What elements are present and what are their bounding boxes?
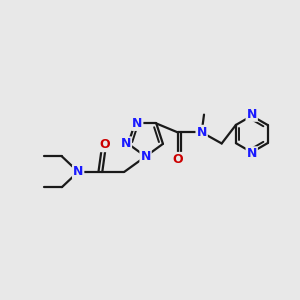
Text: O: O (173, 153, 183, 166)
Text: O: O (99, 138, 110, 151)
Text: N: N (73, 165, 83, 178)
Text: N: N (121, 137, 131, 150)
Text: N: N (196, 126, 207, 139)
Text: N: N (140, 150, 151, 163)
Text: N: N (247, 147, 257, 160)
Text: N: N (132, 117, 142, 130)
Text: N: N (247, 108, 257, 121)
